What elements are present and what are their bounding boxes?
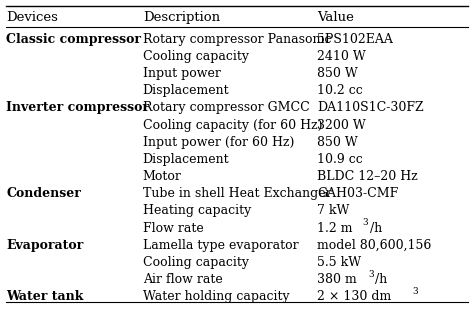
Text: Devices: Devices — [6, 11, 58, 24]
Text: Lamella type evaporator: Lamella type evaporator — [143, 239, 298, 252]
Text: 10.9 cc: 10.9 cc — [317, 153, 363, 166]
Text: 7 kW: 7 kW — [317, 204, 349, 217]
Text: Input power: Input power — [143, 67, 220, 80]
Text: Input power (for 60 Hz): Input power (for 60 Hz) — [143, 136, 294, 149]
Text: 3: 3 — [363, 218, 368, 227]
Text: 850 W: 850 W — [317, 67, 358, 80]
Text: /h: /h — [370, 222, 382, 235]
Text: Cooling capacity: Cooling capacity — [143, 50, 249, 63]
Text: Displacement: Displacement — [143, 153, 229, 166]
Text: Condenser: Condenser — [6, 187, 81, 200]
Text: Cooling capacity: Cooling capacity — [143, 256, 249, 269]
Text: Motor: Motor — [143, 170, 182, 183]
Text: Cooling capacity (for 60 Hz): Cooling capacity (for 60 Hz) — [143, 119, 322, 132]
Text: 2410 W: 2410 W — [317, 50, 366, 63]
Text: Rotary compressor GMCC: Rotary compressor GMCC — [143, 102, 310, 115]
Text: Heating capacity: Heating capacity — [143, 204, 251, 217]
Text: 850 W: 850 W — [317, 136, 358, 149]
Text: Evaporator: Evaporator — [6, 239, 83, 252]
Text: 5PS102EAA: 5PS102EAA — [317, 33, 393, 46]
Text: Tube in shell Heat Exchanger: Tube in shell Heat Exchanger — [143, 187, 331, 200]
Text: Displacement: Displacement — [143, 84, 229, 97]
Text: DA110S1C-30FZ: DA110S1C-30FZ — [317, 102, 424, 115]
Text: 1.2 m: 1.2 m — [317, 222, 353, 235]
Text: 2 × 130 dm: 2 × 130 dm — [317, 290, 392, 303]
Text: Classic compressor: Classic compressor — [6, 33, 141, 46]
Text: 3200 W: 3200 W — [317, 119, 366, 132]
Text: Value: Value — [317, 11, 354, 24]
Text: Description: Description — [143, 11, 220, 24]
Text: Water holding capacity: Water holding capacity — [143, 290, 290, 303]
Text: 5.5 kW: 5.5 kW — [317, 256, 361, 269]
Text: model 80,600,156: model 80,600,156 — [317, 239, 431, 252]
Text: 3: 3 — [412, 287, 418, 296]
Text: Inverter compressor: Inverter compressor — [6, 102, 149, 115]
Text: GAH03-CMF: GAH03-CMF — [317, 187, 398, 200]
Text: Rotary compressor Panasonic: Rotary compressor Panasonic — [143, 33, 331, 46]
Text: Air flow rate: Air flow rate — [143, 273, 222, 286]
Text: BLDC 12–20 Hz: BLDC 12–20 Hz — [317, 170, 418, 183]
Text: 3: 3 — [368, 270, 374, 279]
Text: /h: /h — [375, 273, 388, 286]
Text: Flow rate: Flow rate — [143, 222, 203, 235]
Text: Water tank: Water tank — [6, 290, 83, 303]
Text: 380 m: 380 m — [317, 273, 357, 286]
Text: 10.2 cc: 10.2 cc — [317, 84, 363, 97]
